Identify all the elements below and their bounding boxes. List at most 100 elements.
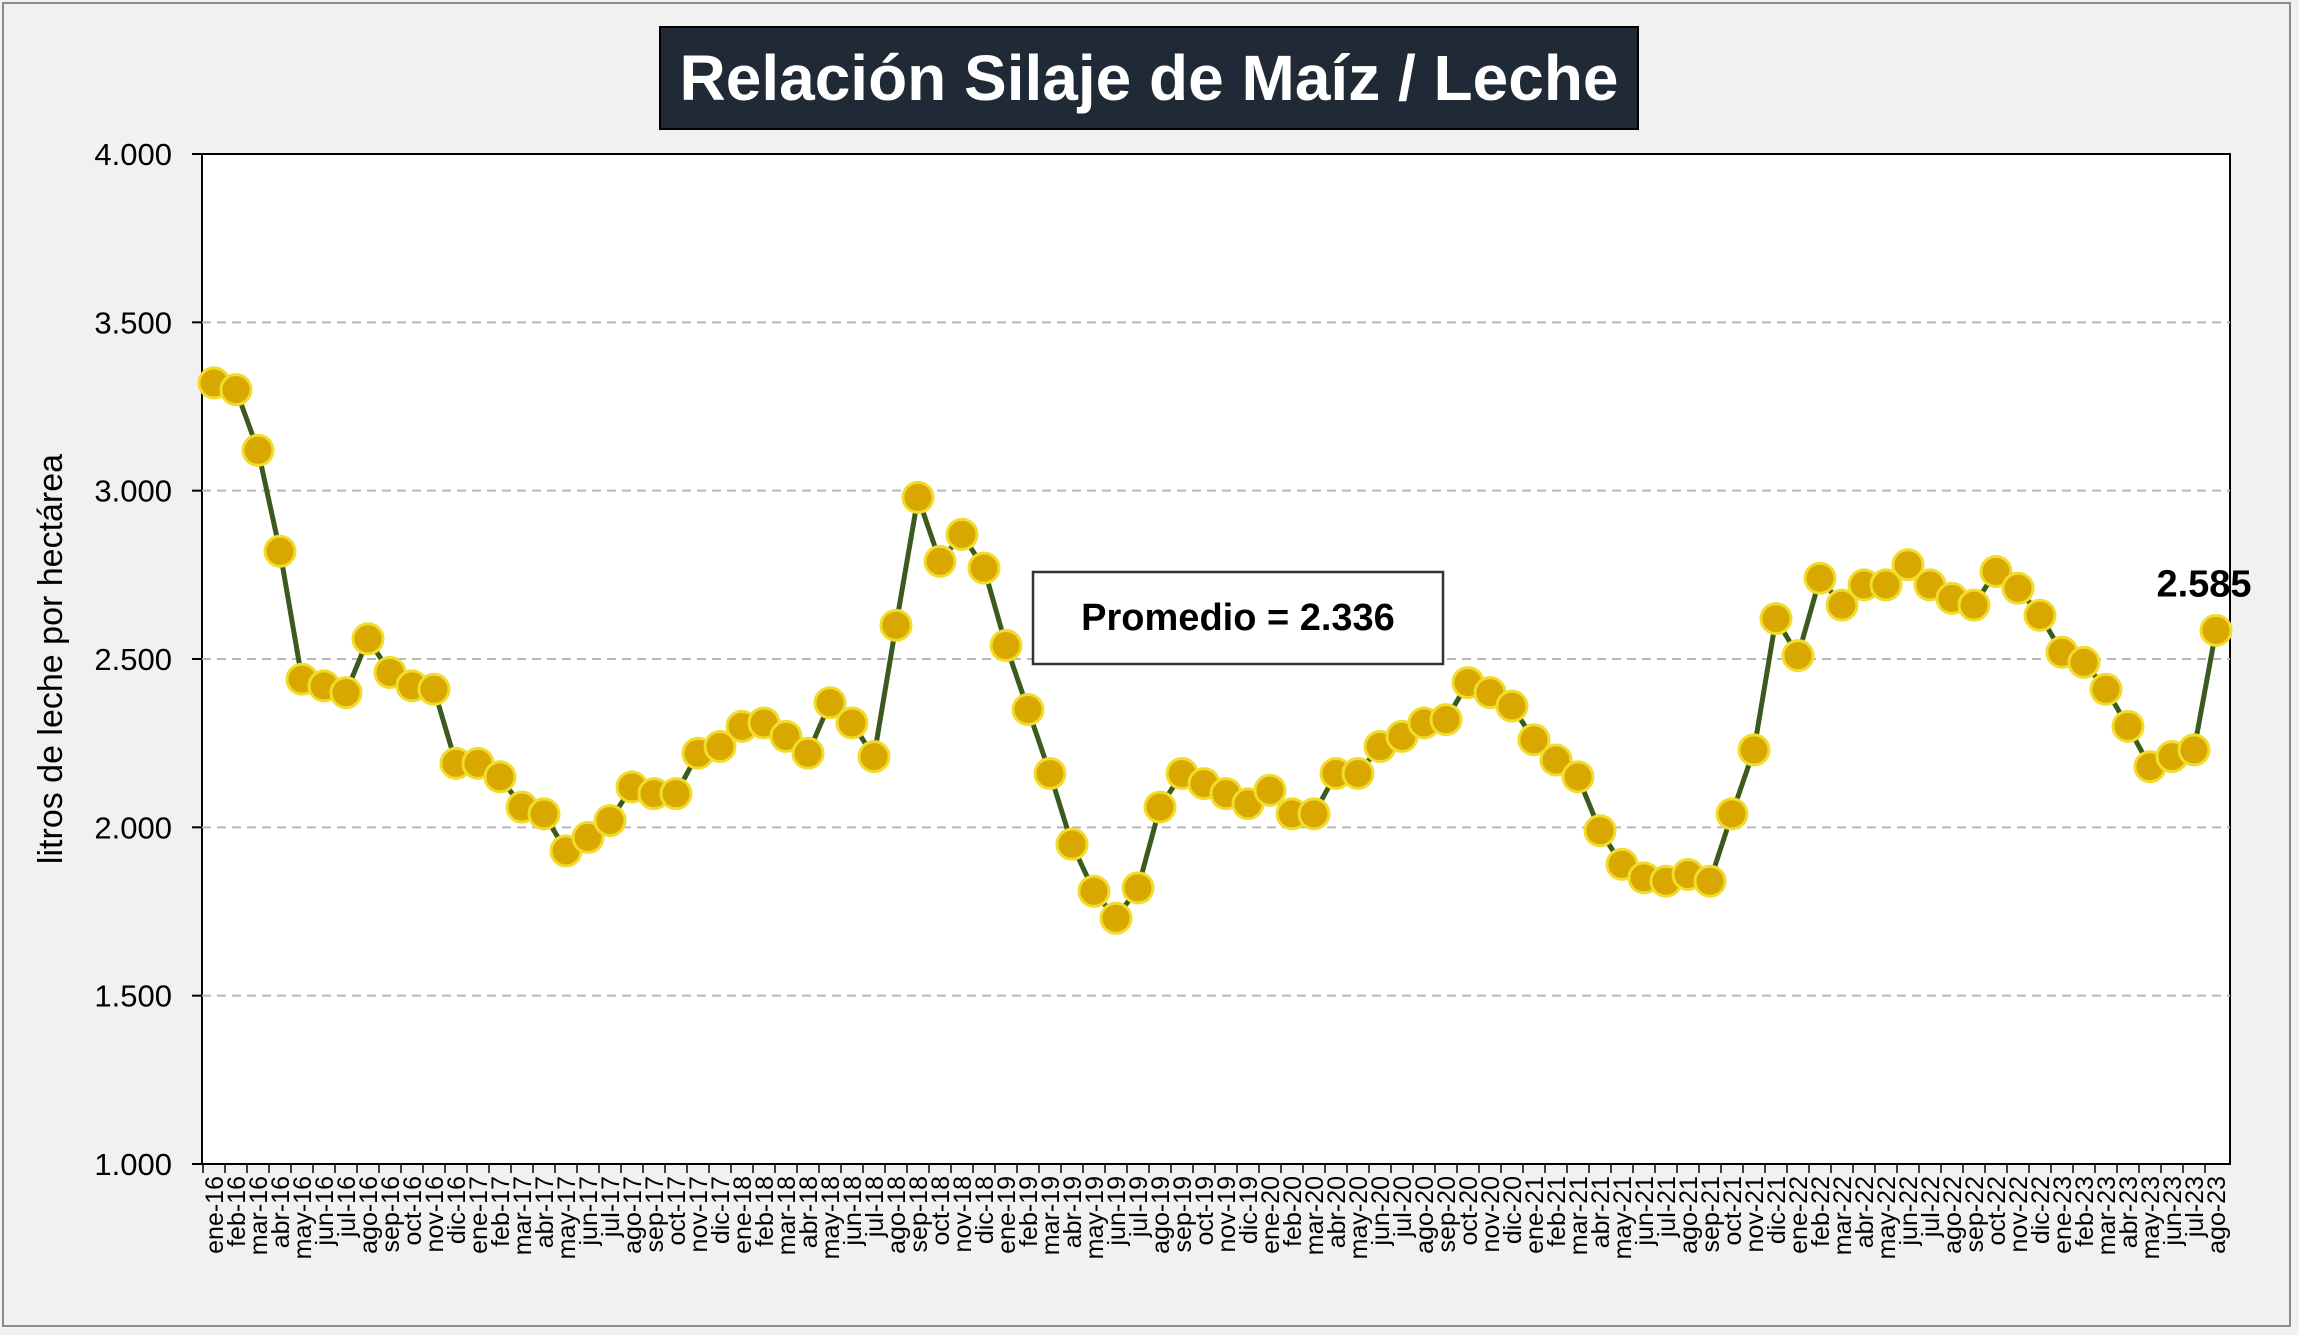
data-point [1341, 756, 1375, 790]
data-point [703, 730, 737, 764]
x-tick-label: nov-19 [1213, 1176, 1241, 1252]
x-tick-label: oct-18 [927, 1176, 955, 1245]
data-point [1429, 703, 1463, 737]
x-tick-label: ago-18 [883, 1176, 911, 1254]
data-point [1077, 874, 1111, 908]
x-tick-label: feb-21 [1543, 1176, 1571, 1247]
x-tick-label: may-17 [553, 1176, 581, 1259]
data-point [2067, 645, 2101, 679]
x-tick-label: may-18 [817, 1176, 845, 1259]
x-tick-label: may-20 [1345, 1176, 1373, 1259]
x-tick-label: ago-23 [2203, 1176, 2231, 1254]
x-tick-label: jul-21 [1653, 1176, 1681, 1238]
data-point [1693, 864, 1727, 898]
x-tick-label: sep-16 [377, 1176, 405, 1252]
x-tick-label: jun-22 [1895, 1176, 1923, 1247]
data-point [1803, 561, 1837, 595]
data-point [1869, 568, 1903, 602]
data-point [1297, 797, 1331, 831]
data-point [483, 760, 517, 794]
x-tick-label: dic-16 [443, 1176, 471, 1244]
data-point [219, 373, 253, 407]
y-tick-label: 3.000 [94, 474, 172, 509]
x-tick-label: oct-22 [1983, 1176, 2011, 1245]
data-point [1143, 790, 1177, 824]
x-tick-label: feb-22 [1807, 1176, 1835, 1247]
x-tick-label: may-21 [1609, 1176, 1637, 1259]
x-tick-label: jun-20 [1367, 1176, 1395, 1247]
x-tick-label: ene-22 [1785, 1176, 1813, 1254]
x-tick-label: sep-20 [1433, 1176, 1461, 1252]
x-tick-label: sep-22 [1961, 1176, 1989, 1252]
data-point [857, 740, 891, 774]
x-tick-label: dic-18 [971, 1176, 999, 1244]
x-tick-label: abr-21 [1587, 1176, 1615, 1248]
x-tick-label: may-19 [1081, 1176, 1109, 1259]
data-point [923, 544, 957, 578]
data-point [1055, 827, 1089, 861]
x-tick-label: mar-21 [1565, 1176, 1593, 1255]
x-tick-label: jun-18 [839, 1176, 867, 1247]
y-tick-label: 2.000 [94, 810, 172, 845]
x-tick-label: feb-23 [2071, 1176, 2099, 1247]
data-point [417, 672, 451, 706]
data-point [1539, 743, 1573, 777]
x-tick-label: ene-19 [993, 1176, 1021, 1254]
x-tick-label: jul-17 [597, 1176, 625, 1238]
x-tick-label: may-23 [2137, 1176, 2165, 1259]
y-axis: 1.000 1.500 2.000 2.500 3.000 3.500 4.000 [94, 137, 202, 1182]
x-tick-label: may-16 [289, 1176, 317, 1259]
x-tick-label: nov-21 [1741, 1176, 1769, 1252]
x-tick-label: ago-16 [355, 1176, 383, 1254]
x-tick-label: ene-20 [1257, 1176, 1285, 1254]
data-point [1825, 588, 1859, 622]
x-tick-label: dic-19 [1235, 1176, 1263, 1244]
x-tick-label: jul-16 [333, 1176, 361, 1238]
x-tick-label: feb-20 [1279, 1176, 1307, 1247]
x-tick-label: ago-22 [1939, 1176, 1967, 1254]
x-tick-label: nov-17 [685, 1176, 713, 1252]
x-tick-label: dic-22 [2027, 1176, 2055, 1244]
x-tick-label: ago-19 [1147, 1176, 1175, 1254]
x-tick-label: mar-16 [245, 1176, 273, 1255]
y-axis-label: litros de leche por hectárea [32, 454, 70, 864]
data-point [1715, 797, 1749, 831]
x-tick-label: abr-22 [1851, 1176, 1879, 1248]
x-tick-label: jul-18 [861, 1176, 889, 1238]
average-annotation-box [1031, 570, 1445, 666]
y-tick-label: 1.500 [94, 979, 172, 1014]
x-tick-label: nov-22 [2005, 1176, 2033, 1252]
x-tick-label: jun-23 [2159, 1176, 2187, 1247]
data-point [1737, 733, 1771, 767]
last-value-label: 2.585 [2156, 563, 2251, 605]
x-tick-label: sep-17 [641, 1176, 669, 1252]
data-point [1121, 871, 1155, 905]
y-tick-label: 2.500 [94, 642, 172, 677]
y-tick-label: 1.000 [94, 1147, 172, 1182]
x-tick-label: feb-19 [1015, 1176, 1043, 1247]
x-tick-label: ene-21 [1521, 1176, 1549, 1254]
x-tick-label: oct-20 [1455, 1176, 1483, 1245]
y-tick-label: 4.000 [94, 137, 172, 172]
x-tick-label: ago-20 [1411, 1176, 1439, 1254]
average-annotation: Promedio = 2.336 [1081, 597, 1395, 639]
data-point [2023, 598, 2057, 632]
data-point [1561, 760, 1595, 794]
data-point [1957, 588, 1991, 622]
x-tick-label: jun-16 [311, 1176, 339, 1247]
data-point [813, 686, 847, 720]
data-point [527, 797, 561, 831]
x-tick-label: oct-21 [1719, 1176, 1747, 1245]
x-tick-label: jul-19 [1125, 1176, 1153, 1238]
data-point [351, 622, 385, 656]
data-point [901, 480, 935, 514]
data-point [769, 719, 803, 753]
data-point [989, 629, 1023, 663]
data-point [659, 777, 693, 811]
x-tick-label: mar-20 [1301, 1176, 1329, 1255]
chart-title: Relación Silaje de Maíz / Leche [680, 42, 1619, 114]
x-tick-label: jul-20 [1389, 1176, 1417, 1238]
x-tick-label: ene-23 [2049, 1176, 2077, 1254]
x-tick-label: abr-23 [2115, 1176, 2143, 1248]
x-tick-label: may-22 [1873, 1176, 1901, 1259]
